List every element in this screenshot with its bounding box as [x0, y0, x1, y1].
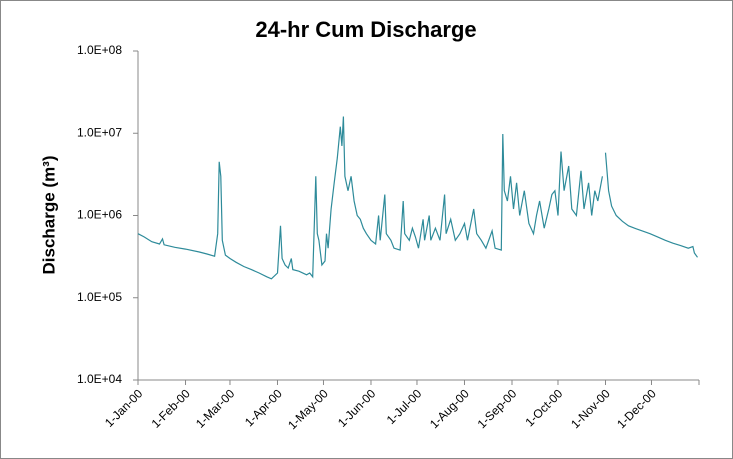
data-line — [137, 116, 698, 280]
y-tick-label: 1.0E+08 — [77, 43, 122, 57]
y-axis-label: Discharge (m³) — [39, 155, 58, 274]
y-tick-label: 1.0E+04 — [77, 372, 122, 386]
y-tick-label: 1.0E+07 — [77, 125, 122, 139]
y-tick-label: 1.0E+05 — [77, 290, 122, 304]
chart-title: 24-hr Cum Discharge — [255, 17, 476, 42]
y-tick-label: 1.0E+06 — [77, 208, 122, 222]
